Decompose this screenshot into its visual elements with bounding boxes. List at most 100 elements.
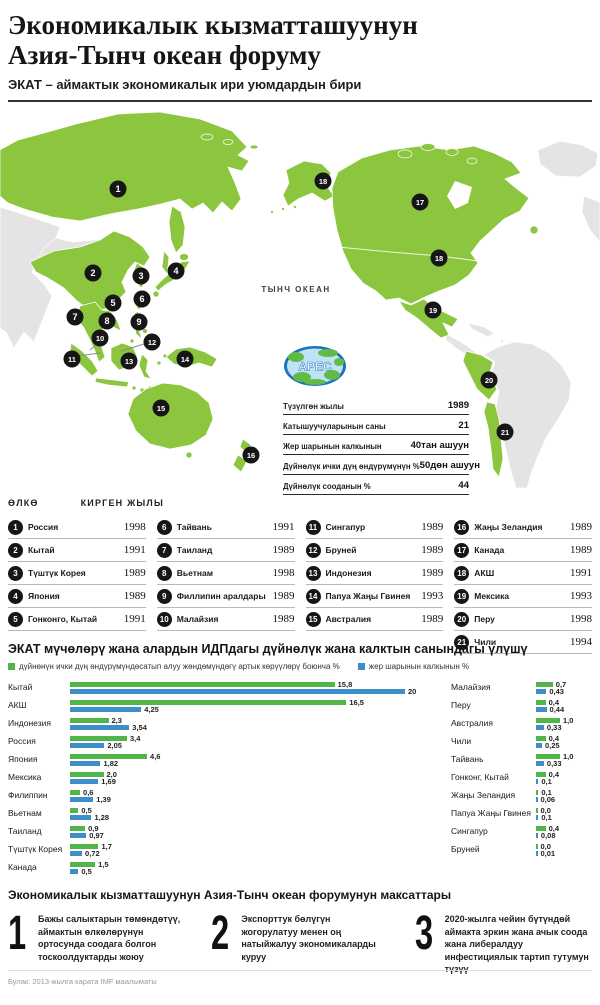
chart-row: Жаңы Зеландия 0,1 0,06 — [451, 788, 592, 806]
map-marker: 1 — [109, 180, 127, 198]
map-marker-number: 6 — [139, 294, 144, 304]
chart-bars: 0,4 0,25 — [536, 734, 592, 752]
bar-line: 0,33 — [536, 760, 592, 767]
map-marker-circle — [152, 399, 170, 417]
population-value: 0,25 — [545, 740, 560, 750]
member-year: 1994 — [570, 636, 592, 648]
member-year: 1989 — [421, 613, 444, 625]
legend-label: жер шарынын калкынын % — [368, 662, 470, 671]
map-marker: 18 — [430, 249, 448, 267]
chart-row: Индонезия 2,3 3,54 — [8, 716, 443, 734]
map-marker-number: 20 — [485, 376, 493, 385]
apec-logo: APEC — [284, 346, 346, 386]
member-year: 1989 — [123, 567, 146, 579]
gdp-value: 0,6 — [83, 787, 94, 797]
gdp-bar — [536, 790, 539, 795]
map-marker: 2 — [84, 264, 102, 282]
map-marker-circle — [480, 371, 498, 389]
member-year: 1989 — [272, 544, 295, 556]
gdp-bar — [70, 862, 96, 867]
page-title: Экономикалык кызматташуунун Азия-Тынч ок… — [8, 10, 592, 70]
landmass-caribbean-isle — [500, 339, 504, 343]
map-marker-number: 3 — [138, 271, 143, 281]
chart-row: Бруней 0,0 0,01 — [451, 842, 592, 860]
member-name: Бруней — [325, 545, 357, 555]
world-map: ТЫНЧ ОКЕАН 1 2 3 4 5 6 7 8 9 10 11 12 13 14 15 16 17 18 18… — [0, 93, 600, 488]
chart-bars: 15,8 20 — [70, 680, 443, 698]
map-marker-circle — [132, 267, 150, 285]
population-value: 0,44 — [549, 704, 565, 714]
chart-country-label: Чили — [451, 736, 472, 746]
member-number-badge: 19 — [454, 588, 470, 604]
info-value: 40тан ашуун — [410, 440, 469, 451]
landmass-moluccas — [156, 360, 162, 366]
landmass-aleutian — [293, 205, 297, 209]
gdp-value: 0,4 — [548, 823, 560, 833]
chart-row: Австралия 1,0 0,33 — [451, 716, 592, 734]
landmass-mexico — [398, 298, 459, 339]
map-marker-circle — [167, 262, 185, 280]
map-marker-number: 19 — [429, 306, 437, 315]
member-name: Вьетнам — [176, 568, 214, 578]
map-marker-circle — [314, 172, 332, 190]
gdp-value: 4,6 — [150, 751, 161, 761]
landmass-philippines-isle — [129, 338, 135, 344]
population-value: 1,69 — [101, 776, 116, 786]
member-name: Сингапур — [325, 522, 366, 532]
member-year: 1993 — [570, 590, 592, 602]
info-value: 1989 — [447, 400, 469, 411]
map-marker-number: 2 — [90, 268, 95, 278]
member-row: 10 Малайзия 1989 — [156, 608, 295, 631]
map-marker-number: 17 — [416, 198, 424, 207]
member-row: 14 Папуа Жаңы Гвинея 1993 — [305, 585, 444, 608]
chart-bars: 4,6 1,82 — [70, 752, 443, 770]
landmass-java — [94, 377, 130, 388]
chart-bars: 0,7 0,43 — [536, 680, 592, 698]
landmass-arctic-canada-isle — [445, 148, 459, 156]
bar-line: 4,6 — [70, 753, 443, 760]
bar-line: 16,5 — [70, 699, 443, 706]
map-marker-circle — [430, 249, 448, 267]
member-row: 18 АКШ 1991 — [454, 562, 592, 585]
map-marker: 4 — [167, 262, 185, 280]
chart-row: Канада 1,5 0,5 — [8, 860, 443, 878]
goal-item: 3 2020-жылга чейин бүтүндөй аймакта эркин… — [415, 910, 592, 976]
gdp-value: 0,0 — [540, 805, 551, 815]
page-title-line1: Экономикалык кызматташуунун — [8, 10, 418, 40]
members-header-country: ӨЛКӨ — [8, 498, 39, 508]
member-row: 1 Россия 1998 — [8, 516, 146, 539]
population-value: 0,72 — [85, 848, 100, 858]
bar-line: 0,44 — [536, 706, 592, 713]
info-label: Дүйнөлүк ички дүң өндүрүмүнүн % — [283, 462, 420, 471]
bar-line: 0,1 — [536, 789, 592, 796]
member-name: Канада — [474, 545, 505, 555]
bar-line: 0,4 — [536, 771, 592, 778]
member-name: Тайвань — [176, 522, 212, 532]
map-marker: 16 — [242, 446, 260, 464]
member-row: 13 Индонезия 1989 — [305, 562, 444, 585]
chart-country-label: Жаңы Зеландия — [451, 790, 516, 800]
population-value: 0,97 — [89, 830, 104, 840]
marker-connector-line — [120, 343, 145, 352]
chart-country-label: Кытай — [8, 682, 33, 692]
members-column: 16 Жаңы Зеландия 1989 17 Канада 1989 18 АКШ 1991… — [454, 516, 592, 654]
us-canada-border — [337, 246, 479, 262]
chart-country-label: Мексика — [8, 772, 42, 782]
map-marker: 3 — [132, 267, 150, 285]
gdp-value: 16,5 — [349, 697, 364, 707]
member-name: АКШ — [474, 568, 495, 578]
info-row: Дүйнөлүк ички дүң өндүрүмүнүн % 50дөн ашу… — [283, 455, 480, 475]
legend-swatch — [8, 663, 15, 670]
chart-row: Мексика 2,0 1,69 — [8, 770, 443, 788]
gdp-bar — [70, 808, 79, 813]
chart-country-label: Түштүк Корея — [8, 844, 63, 854]
map-marker-number: 10 — [96, 334, 104, 343]
chart-panel-right: Малайзия 0,7 0,43 Перу 0,4 0,44 Австралия 1,0 0,… — [443, 680, 592, 878]
map-marker-circle — [84, 264, 102, 282]
population-value: 0,33 — [546, 758, 562, 768]
population-bar — [70, 725, 130, 730]
chart-bars: 0,0 0,1 — [536, 806, 592, 824]
member-row: 12 Бруней 1989 — [305, 539, 444, 562]
landmass-alaska — [282, 160, 335, 207]
map-marker: 9 — [130, 313, 148, 331]
